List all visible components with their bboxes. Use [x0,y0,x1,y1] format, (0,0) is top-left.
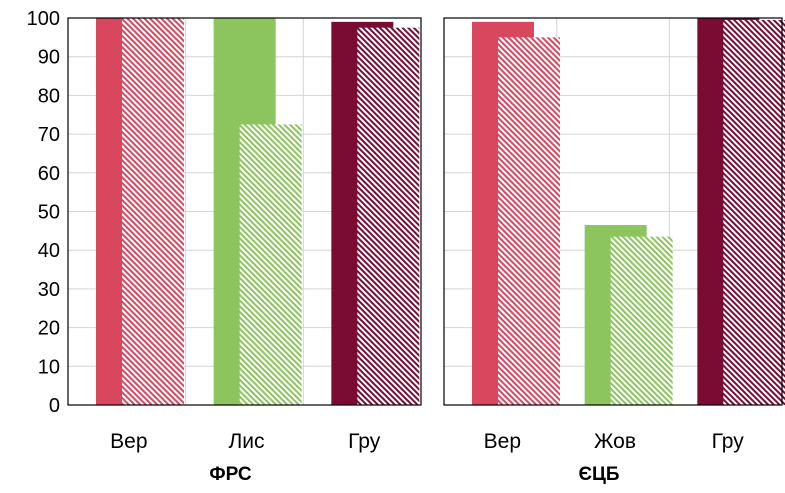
panel-frs: Вер Лис Гру 0 10 20 30 40 50 60 70 80 90 100 ФРС [27,8,422,485]
y-tick-label: 70 [38,124,60,146]
y-tick-label: 20 [38,318,60,340]
category-label: Вер [484,430,521,453]
y-tick-label: 30 [38,279,60,301]
bar-hatched-1 [498,37,560,405]
y-tick-label: 0 [49,395,60,417]
category-label: Гру [712,430,745,453]
bar-hatched-3 [723,19,785,406]
plot-frame [443,17,783,406]
category-label: Лис [228,430,264,453]
plot-frame [67,17,422,406]
category-label: Жов [594,430,636,453]
y-tick-label: 100 [27,8,60,30]
panel-title: ЄЦБ [578,464,619,485]
y-tick-label: 40 [38,240,60,262]
panel-title: ФРС [209,464,251,485]
y-tick-label: 10 [38,356,60,378]
bar-hatched-1 [122,18,184,405]
bar-hatched-3 [357,27,420,406]
y-tick-label: 90 [38,47,60,69]
panel-ecb: Вер Жов Гру ЄЦБ [443,17,785,485]
category-label: Вер [110,430,147,453]
y-tick-label: 50 [38,202,60,224]
bar-hatched-2 [239,124,302,406]
y-tick-label: 80 [38,85,60,107]
bar-hatched-2 [610,236,673,405]
y-tick-label: 60 [38,163,60,185]
category-label: Гру [348,430,381,453]
